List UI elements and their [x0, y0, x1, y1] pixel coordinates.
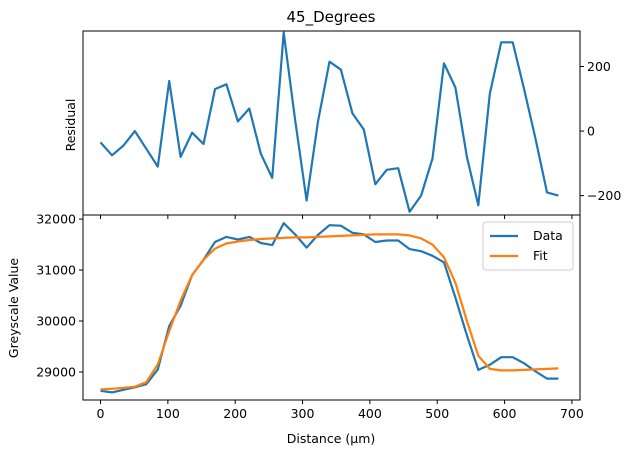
residual-series-residual-line — [99, 31, 559, 213]
profile-x-tick-label: 0 — [97, 406, 105, 421]
residual-plot-frame — [82, 30, 581, 216]
residual-y-tick-label: −200 — [587, 188, 621, 203]
profile-x-tick-label: 400 — [358, 406, 382, 421]
chart-title: 45_Degrees — [287, 8, 376, 27]
profile-x-axis-label: Distance (μm) — [287, 431, 376, 446]
profile-panel: 29000 30000 31000 32000 0 100 200 300 400 500 600… — [6, 212, 584, 446]
profile-series-fit-line — [100, 233, 559, 391]
profile-plot-frame — [82, 214, 581, 401]
residual-y-tick-label: 200 — [587, 59, 611, 74]
profile-x-tick-label: 500 — [425, 406, 449, 421]
profile-x-tick-label: 600 — [493, 406, 517, 421]
residual-y-axis-label: Residual — [63, 99, 78, 152]
profile-x-tick-label: 700 — [560, 406, 584, 421]
profile-y-tick-label: 29000 — [36, 364, 76, 379]
legend: Data Fit — [482, 221, 574, 271]
residual-panel: −200 0 200 Residual — [63, 30, 621, 219]
legend-box — [482, 221, 574, 271]
profile-x-tick-label: 200 — [223, 406, 247, 421]
profile-y-tick-label: 31000 — [36, 263, 76, 278]
legend-fit-label: Fit — [533, 248, 548, 263]
residual-y-tick-label: 0 — [587, 124, 595, 139]
profile-x-tick-label: 300 — [291, 406, 315, 421]
profile-y-axis-label: Greyscale Value — [6, 258, 21, 358]
profile-x-tick-label: 100 — [156, 406, 180, 421]
profile-y-tick-label: 32000 — [36, 212, 76, 227]
legend-data-label: Data — [533, 228, 563, 243]
profile-y-tick-label: 30000 — [36, 314, 76, 329]
